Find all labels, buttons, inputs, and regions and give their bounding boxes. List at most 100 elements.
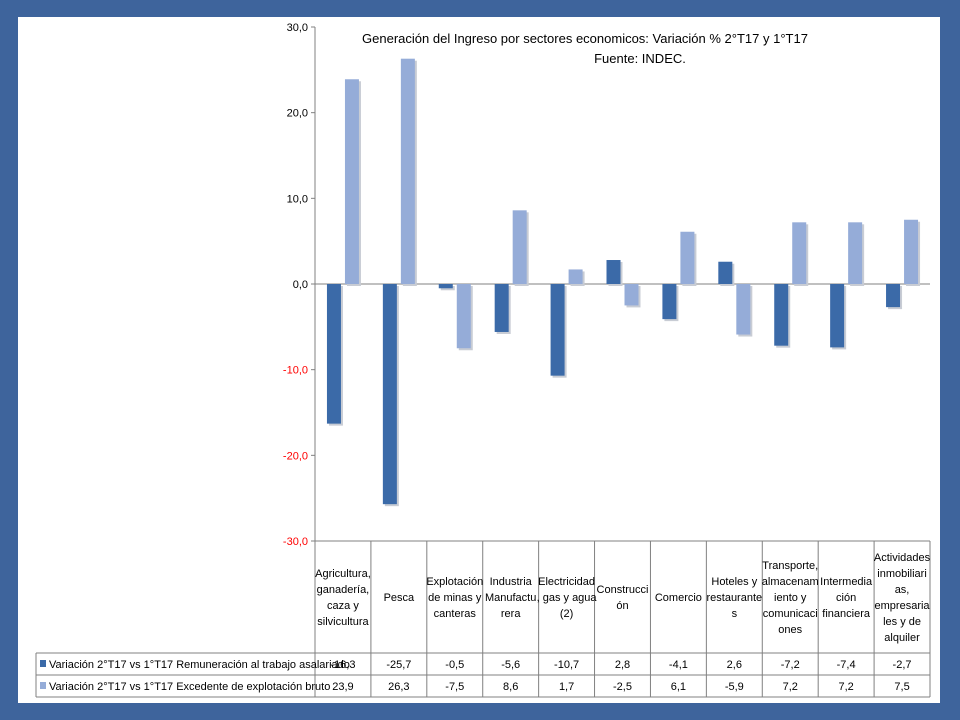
bar-series-2: [848, 222, 863, 284]
data-value-label: 8,6: [503, 681, 518, 693]
category-label-line: les y de: [883, 616, 921, 628]
bars: [326, 58, 921, 507]
bar-series-1: [886, 284, 901, 308]
category-label-line: Manufactu: [485, 592, 536, 604]
bar-series-2: [512, 210, 527, 284]
category-label-line: de minas y: [428, 592, 482, 604]
bar-series-1: [774, 284, 789, 346]
y-tick-label: 0,0: [293, 279, 308, 291]
bar-chart: Generación del Ingreso por sectores econ…: [35, 22, 931, 698]
bar-series-2: [680, 231, 695, 284]
category-label-line: , gas y agua: [537, 592, 598, 604]
legend-key-series-1: [40, 660, 46, 667]
y-tick-label: 30,0: [287, 22, 308, 34]
category-label-line: Transporte,: [762, 560, 818, 572]
data-value-label: -2,5: [613, 681, 632, 693]
legend-key-series-2: [40, 682, 46, 689]
bar-series-2: [400, 58, 415, 284]
category-label-line: financiera: [822, 608, 871, 620]
y-tick-label: -10,0: [283, 365, 308, 377]
data-value-label: -4,1: [669, 659, 688, 671]
data-value-label: 6,1: [671, 681, 686, 693]
category-label-line: silvicultura: [317, 616, 369, 628]
y-tick-label: 20,0: [287, 108, 308, 120]
data-value-label: -25,7: [386, 659, 411, 671]
data-value-label: 26,3: [388, 681, 409, 693]
category-label-line: Industria: [490, 576, 533, 588]
category-label: Intermedia ción financiera: [820, 576, 873, 620]
data-value-label: -0,5: [445, 659, 464, 671]
legend-label-series-2: Variación 2°T17 vs 1°T17 Excedente de ex…: [49, 681, 330, 693]
bar-series-2: [344, 79, 359, 284]
category-label: Hoteles y restaurante s: [706, 576, 762, 620]
bar-series-1: [718, 261, 733, 284]
category-label-line: ón: [616, 600, 628, 612]
bar-series-2: [456, 284, 471, 349]
category-label-line: empresaria: [875, 600, 931, 612]
category-label-line: alquiler: [884, 632, 920, 644]
category-label-line: Actividades: [874, 552, 931, 564]
data-value-label: 7,5: [894, 681, 909, 693]
data-value-label: -2,7: [893, 659, 912, 671]
data-value-label: 1,7: [559, 681, 574, 693]
data-value-label: 7,2: [838, 681, 853, 693]
category-label: Explotación de minas y canteras: [426, 576, 483, 620]
category-label: Actividades inmobiliari as, empresaria les y…: [874, 552, 931, 644]
category-label-line: rera: [501, 608, 521, 620]
category-label-line: caza y: [327, 600, 359, 612]
bar-series-1: [550, 284, 565, 376]
category-label-line: restaurante: [706, 592, 762, 604]
slide: Generación del Ingreso por sectores econ…: [18, 17, 940, 703]
data-value-label: -5,6: [501, 659, 520, 671]
category-label: Electricidad , gas y agua (2): [537, 576, 598, 620]
category-label-line: Hoteles y: [711, 576, 757, 588]
category-label-line: Construcci: [597, 584, 649, 596]
bar-series-1: [438, 284, 453, 289]
chart-title: Generación del Ingreso por sectores econ…: [362, 31, 808, 46]
category-label: Construcci ón: [597, 584, 649, 612]
category-label-line: Pesca: [384, 592, 415, 604]
data-value-label: -7,2: [781, 659, 800, 671]
category-label-line: (2): [560, 608, 573, 620]
category-label-line: Agricultura,: [315, 568, 371, 580]
category-label-line: Explotación: [426, 576, 483, 588]
category-label-line: Electricidad: [538, 576, 595, 588]
category-label-line: comunicaci: [763, 608, 818, 620]
category-label-line: ones: [778, 624, 802, 636]
bar-series-1: [382, 284, 397, 505]
category-label-line: as,: [895, 584, 910, 596]
data-value-label: -10,7: [554, 659, 579, 671]
category-label: Transporte, almacenam iento y comunicaci one…: [762, 560, 819, 636]
bar-series-2: [736, 284, 751, 335]
category-label-line: Comercio: [655, 592, 702, 604]
y-tick-label: -30,0: [283, 536, 308, 548]
y-tick-label: -20,0: [283, 450, 308, 462]
bar-series-1: [830, 284, 845, 348]
data-value-label: 2,8: [615, 659, 630, 671]
data-value-label: -7,4: [837, 659, 856, 671]
category-label: Comercio: [655, 592, 702, 604]
data-value-label: -7,5: [445, 681, 464, 693]
y-tick-label: 10,0: [287, 193, 308, 205]
bar-series-2: [904, 219, 919, 284]
bar-series-2: [624, 284, 639, 306]
category-label-line: s: [732, 608, 738, 620]
category-label-line: canteras: [434, 608, 477, 620]
data-value-label: -16,3: [330, 659, 355, 671]
legend-label-series-1: Variación 2°T17 vs 1°T17 Remuneración al…: [49, 659, 350, 671]
data-table: Agricultura, ganadería, caza y silvicultura…: [35, 540, 931, 698]
category-label-line: ción: [836, 592, 856, 604]
category-label-line: Intermedia: [820, 576, 873, 588]
category-label-line: ganadería,: [317, 584, 370, 596]
bar-series-1: [326, 284, 341, 424]
data-value-label: 23,9: [332, 681, 353, 693]
chart-subtitle: Fuente: INDEC.: [594, 51, 686, 66]
data-value-label: 2,6: [727, 659, 742, 671]
category-label: Industria Manufactu rera: [485, 576, 536, 620]
category-label-line: almacenam: [762, 576, 819, 588]
bar-series-1: [606, 260, 621, 284]
category-label-line: iento y: [774, 592, 807, 604]
bar-series-1: [494, 284, 509, 332]
category-label: Agricultura, ganadería, caza y silvicultura: [315, 568, 371, 628]
bar-series-1: [662, 284, 677, 320]
